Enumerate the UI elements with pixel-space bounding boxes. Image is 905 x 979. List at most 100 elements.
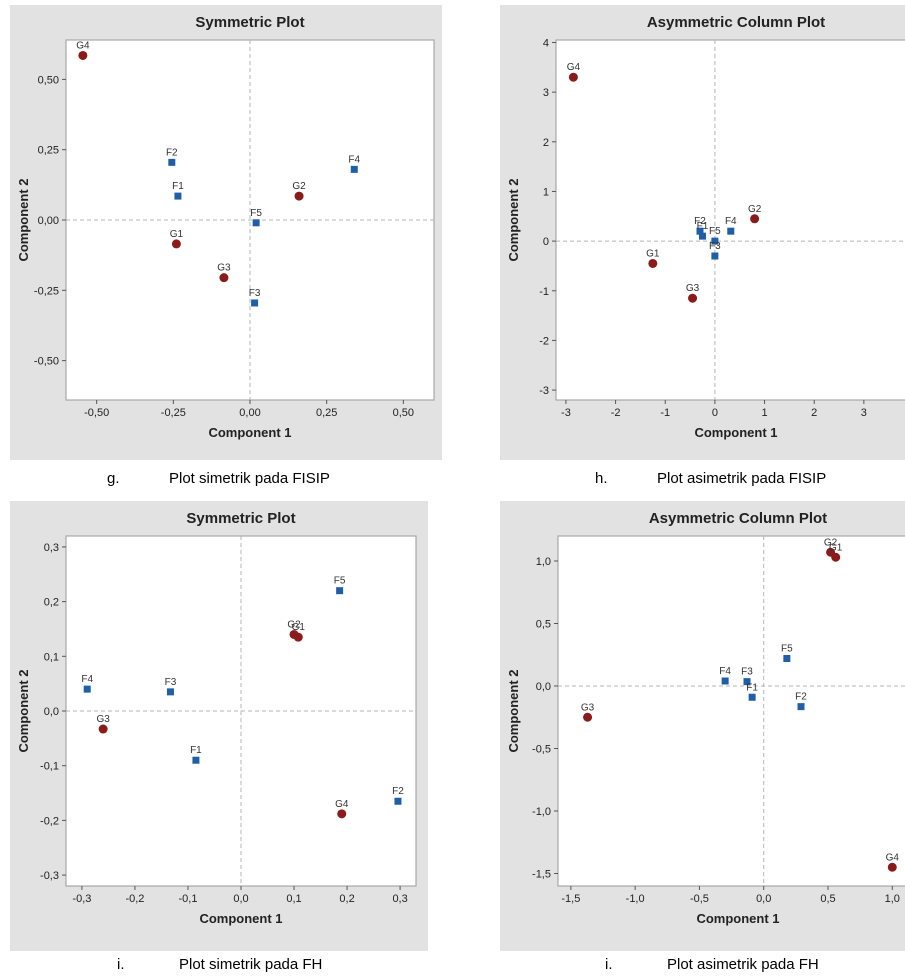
column-point-f5 <box>783 655 791 662</box>
row-point-g4 <box>337 809 347 819</box>
caption-letter: i. <box>605 956 613 973</box>
row-point-g3 <box>98 724 108 734</box>
y-tick-label: 0,1 <box>44 651 59 663</box>
point-label-g4: G4 <box>886 852 900 863</box>
y-tick-label: 0,0 <box>536 681 551 693</box>
point-label-g3: G3 <box>96 714 110 725</box>
point-label-g3: G3 <box>217 263 231 274</box>
point-label-f3: F3 <box>741 667 753 678</box>
y-tick-label: 4 <box>543 37 549 49</box>
point-label-f2: F2 <box>694 216 706 227</box>
x-axis-label: Component 1 <box>696 911 779 926</box>
y-tick-label: -1,0 <box>532 806 551 818</box>
point-label-g2: G2 <box>824 537 838 548</box>
column-point-f3 <box>251 299 259 307</box>
point-label-f3: F3 <box>249 288 261 299</box>
point-label-g4: G4 <box>76 40 90 51</box>
x-tick-label: -2 <box>611 407 621 419</box>
point-label-f1: F1 <box>190 745 202 756</box>
chart-title: Asymmetric Column Plot <box>649 510 827 527</box>
x-tick-label: -0,1 <box>178 893 197 905</box>
plot-area <box>555 39 905 401</box>
x-tick-label: 0,2 <box>339 893 354 905</box>
caption-letter: i. <box>117 956 125 973</box>
column-point-f2 <box>797 703 805 711</box>
column-point-f1 <box>174 192 182 200</box>
x-tick-label: -1,5 <box>561 893 580 905</box>
x-tick-label: 3 <box>861 407 867 419</box>
point-label-f1: F1 <box>172 181 184 192</box>
row-point-g4 <box>887 862 897 872</box>
chart-svg: Asymmetric Column Plot -1,5 -1,0 -0,5 0,0 0,5… <box>506 510 905 926</box>
chart-svg: Symmetric Plot -0,3 -0,2 -0,1 0,0 0,1 0,2 0,3 -0… <box>16 510 417 926</box>
y-tick-label: 0,0 <box>44 706 59 718</box>
x-tick-label: 0,5 <box>820 893 835 905</box>
point-label-f2: F2 <box>392 786 404 797</box>
x-tick-label: -0,3 <box>72 893 91 905</box>
x-tick-label: -1,0 <box>626 893 645 905</box>
point-label-f5: F5 <box>709 226 721 237</box>
point-label-f2: F2 <box>795 692 807 703</box>
point-label-f4: F4 <box>719 666 731 677</box>
column-point-f1 <box>192 756 200 764</box>
point-label-f4: F4 <box>725 216 737 227</box>
point-label-f3: F3 <box>165 677 177 688</box>
y-tick-label: -1,5 <box>532 869 551 881</box>
point-label-g1: G1 <box>170 229 184 240</box>
chart-title: Asymmetric Column Plot <box>647 14 825 31</box>
caption-text: Plot asimetrik pada FISIP <box>657 470 827 487</box>
column-point-f4 <box>350 165 358 173</box>
row-point-g4 <box>78 50 88 60</box>
column-point-f3 <box>166 688 174 696</box>
x-tick-label: -0,5 <box>690 893 709 905</box>
column-point-f1 <box>748 693 756 701</box>
x-tick-label: 0,50 <box>393 407 414 419</box>
point-label-g1: G1 <box>646 248 660 259</box>
point-label-f4: F4 <box>348 154 360 165</box>
caption-letter: g. <box>107 470 120 487</box>
y-tick-label: -2 <box>539 335 549 347</box>
point-label-g3: G3 <box>686 283 700 294</box>
column-point-f4 <box>727 227 735 235</box>
x-tick-label: 0,1 <box>286 893 301 905</box>
point-label-f5: F5 <box>334 576 346 587</box>
x-tick-label: -0,2 <box>125 893 144 905</box>
data-marks <box>583 547 897 872</box>
chart-title: Symmetric Plot <box>186 510 295 527</box>
column-point-f4 <box>83 685 91 693</box>
y-tick-label: -0,5 <box>532 744 551 756</box>
x-tick-label: -0,50 <box>84 407 109 419</box>
row-point-g3 <box>219 273 229 283</box>
x-tick-label: 2 <box>811 407 817 419</box>
row-point-g1 <box>293 632 303 642</box>
x-tick-label: 1 <box>761 407 767 419</box>
chart-svg: Asymmetric Column Plot -3 -2 -1 0 1 2 3 4 -3 -2 -1 0… <box>506 14 905 440</box>
point-label-g1: G1 <box>829 542 843 553</box>
row-point-g1 <box>648 258 658 268</box>
point-label-g1: G1 <box>292 622 306 633</box>
x-axis-label: Component 1 <box>199 911 282 926</box>
y-tick-label: 0,50 <box>38 74 59 86</box>
point-label-f5: F5 <box>250 208 262 219</box>
caption-text: Plot simetrik pada FISIP <box>169 470 330 487</box>
y-tick-label: 0,25 <box>38 145 59 157</box>
row-point-g2 <box>750 214 760 224</box>
x-tick-label: -3 <box>561 407 571 419</box>
x-axis-label: Component 1 <box>694 425 777 440</box>
y-tick-label: -0,3 <box>40 870 59 882</box>
point-label-f1: F1 <box>746 682 758 693</box>
point-label-g4: G4 <box>335 799 349 810</box>
data-marks <box>568 72 760 303</box>
point-label-g3: G3 <box>581 702 595 713</box>
y-tick-label: -0,1 <box>40 761 59 773</box>
x-axis-label: Component 1 <box>208 425 291 440</box>
chart-panel-fh-asymmetric: Asymmetric Column Plot -1,5 -1,0 -0,5 0,0 0,5… <box>500 501 905 951</box>
y-axis-label: Component 2 <box>16 178 31 261</box>
column-point-f4 <box>721 677 729 685</box>
row-point-g3 <box>583 712 593 722</box>
y-tick-label: -3 <box>539 385 549 397</box>
chart-svg: Symmetric Plot -0,50 -0,25 0,00 0,25 0,50 -0,5… <box>16 14 435 440</box>
column-point-f2 <box>168 158 176 166</box>
chart-panel-fisip-symmetric: Symmetric Plot -0,50 -0,25 0,00 0,25 0,50 -0,5… <box>10 5 442 460</box>
y-axis-label: Component 2 <box>16 669 31 752</box>
